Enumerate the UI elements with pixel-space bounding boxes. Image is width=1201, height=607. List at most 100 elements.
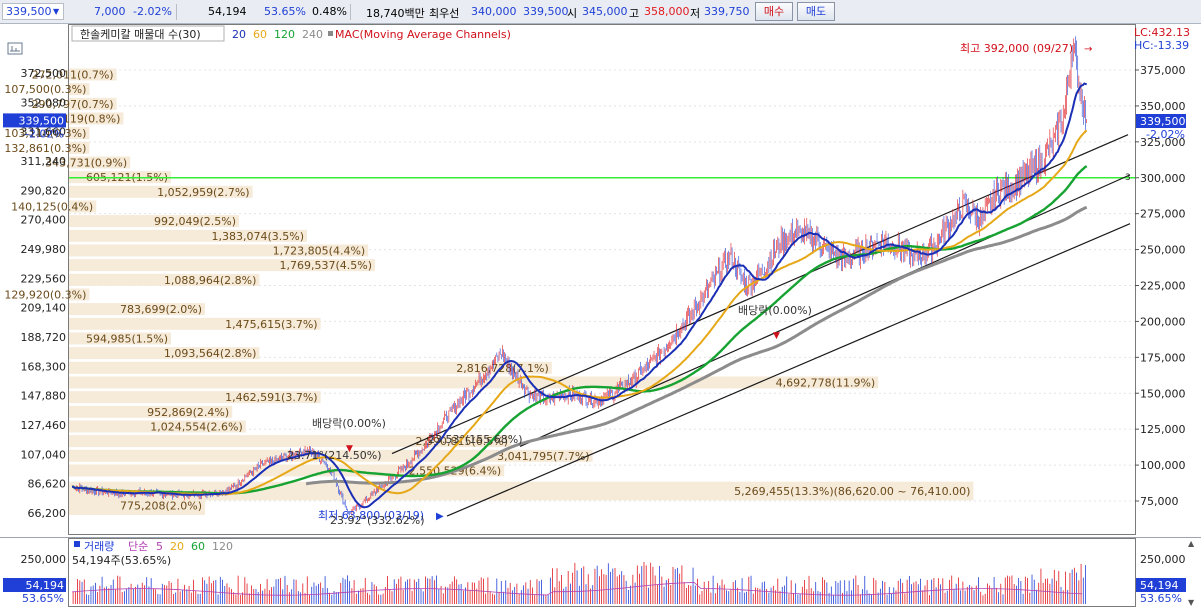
left-tick-label: 188,720 <box>21 331 67 344</box>
volume-profile-bar <box>69 481 974 501</box>
left-tick-label: 352,080 <box>21 96 67 109</box>
volume-ratio: 53.65% <box>264 5 306 18</box>
volume-color-swatch <box>74 541 80 547</box>
left-tick-label: 372,500 <box>21 67 67 80</box>
low-annotation: 최저 63,800 (03/19) <box>318 509 424 522</box>
left-tick-label: 331,660 <box>21 126 67 139</box>
ma-240-line <box>305 205 1088 486</box>
mac-legend: MAC(Moving Average Channels) <box>335 28 511 41</box>
volume-panel: 거래량 단순 5 20 60 120 54,194주(53.65%) 250,000 54,19… <box>0 537 1201 607</box>
volume-readout: 54,194주(53.65%) <box>72 554 171 567</box>
low-label: 저 <box>690 7 701 20</box>
turnover-ratio: 0.48% <box>312 5 347 18</box>
volume-profile-bar <box>69 215 239 228</box>
best-label: 최우선 <box>429 7 460 20</box>
current-price-marker <box>3 113 66 128</box>
volume-profile: 272,011(0.7%)107,500(0.3%)290,797(0.7%)3… <box>4 68 974 515</box>
volume-profile-label: 952,869(2.4%) <box>147 406 229 419</box>
right-tick-label: 250,000 <box>1140 244 1186 257</box>
support-line: 3 <box>69 173 1135 183</box>
volume-profile-label: 3,041,795(7.7%) <box>497 450 590 463</box>
volume-profile-bar <box>69 391 321 404</box>
volume-profile-label: 5,269,455(13.3%)(86,620.00 ~ 76,410.00) <box>734 485 970 498</box>
right-tick-label: 175,000 <box>1140 351 1186 364</box>
price-change: 7,000 <box>94 5 126 18</box>
left-axis: 372,500 352,080 331,660 311,240 290,820 270,4… <box>3 67 66 520</box>
right-tick-label: 375,000 <box>1140 64 1186 77</box>
left-tick-label: 290,820 <box>21 184 67 197</box>
volume-profile-bar <box>69 185 253 198</box>
channel-line <box>519 174 1131 447</box>
volume-profile-bar <box>69 405 233 418</box>
divider <box>176 4 177 20</box>
right-tick-label: 225,000 <box>1140 280 1186 293</box>
volume-profile-label: 129,920(0.3%) <box>4 288 86 301</box>
volume-bars <box>72 562 1086 604</box>
chart-settings-icon[interactable] <box>7 42 23 55</box>
volume-profile-label: 1,723,805(4.4%) <box>273 244 366 257</box>
open-label: 시 <box>567 7 578 20</box>
current-change-label: -2.02% <box>25 127 64 140</box>
right-tick-label: 350,000 <box>1140 100 1186 113</box>
left-tick-label: 127,460 <box>21 419 67 432</box>
angle-annotation: 23.71°(214.50%) <box>287 449 382 462</box>
volume-profile-label: 1,462,591(3.7%) <box>225 391 318 404</box>
volume-profile-label: 1,769,537(4.5%) <box>279 259 372 272</box>
volume-ma-legend-60: 60 <box>191 540 205 553</box>
volume-profile-label: 1,475,615(3.7%) <box>225 318 318 331</box>
quote-header: 339,500 ▼ 7,000 -2.02% 54,194 53.65% 0.4… <box>0 0 1201 24</box>
volume-profile-label: 2,590,815(6.5%) <box>415 435 508 448</box>
left-tick-label: 229,560 <box>21 272 67 285</box>
lc-label: LC:432.13 <box>1134 26 1190 39</box>
volume-profile-bar <box>69 376 879 389</box>
volume-left-ratio: 53.65% <box>22 592 64 605</box>
volume-profile-bar <box>69 97 117 110</box>
volume-profile-bar <box>69 141 90 154</box>
left-tick-label: 249,980 <box>21 243 67 256</box>
legend: 한솔케미칼 매물대 수(30) 20 60 120 240 MAC(Moving Aver… <box>71 25 511 42</box>
left-tick-label: 66,200 <box>28 507 67 520</box>
volume-profile-label: 2,816,728(7.1%) <box>456 362 549 375</box>
indicator-title: 한솔케미칼 매물대 수(30) <box>80 28 201 41</box>
volume-labels: 거래량 단순 5 20 60 120 54,194주(53.65%) 250,000 54,19… <box>3 539 1195 607</box>
ma-20-line <box>71 82 1088 509</box>
volume-profile-label: 140,125(0.4%) <box>11 200 93 213</box>
ma-legend-240: 240 <box>302 28 323 41</box>
volume-profile-label: 107,500(0.3%) <box>4 83 86 96</box>
high-label: 고 <box>629 7 640 20</box>
volume-profile-label: 103,110(0.3%) <box>4 127 86 140</box>
volume-profile-bar <box>69 156 131 169</box>
volume-profile-bar <box>69 435 511 448</box>
mac-legend-swatch <box>328 31 333 36</box>
sell-button[interactable]: 매도 <box>797 2 835 21</box>
best-bid: 339,500 <box>523 5 569 18</box>
left-tick-label: 107,040 <box>21 448 67 461</box>
volume-profile-bar <box>69 68 117 81</box>
volume-profile-label: 4,692,778(11.9%) <box>776 376 876 389</box>
high-arrow-icon: → <box>1084 44 1092 55</box>
current-price-marker <box>1136 114 1186 129</box>
angle-annotation: 23.92°(332.62%) <box>330 514 425 527</box>
buy-button[interactable]: 매수 <box>755 2 793 21</box>
plot-frame <box>68 24 1136 535</box>
volume-profile-label: 272,011(0.7%) <box>32 68 114 81</box>
low-price: 339,750 <box>704 5 750 18</box>
volume-profile-label: 343,731(0.9%) <box>45 156 127 169</box>
volume-profile-bar <box>69 288 90 301</box>
open-price: 345,000 <box>582 5 628 18</box>
volume-profile-label: 1,383,074(3.5%) <box>211 230 304 243</box>
hc-label: HC:-13.39 <box>1134 39 1189 52</box>
ma-60-line <box>71 129 1088 496</box>
right-tick-label: 150,000 <box>1140 387 1186 400</box>
price-chart[interactable]: 272,011(0.7%)107,500(0.3%)290,797(0.7%)3… <box>0 24 1201 536</box>
volume-ma-legend-5: 5 <box>156 540 163 553</box>
scroll-down-icon: ▼ <box>1188 598 1195 607</box>
right-tick-label: 100,000 <box>1140 459 1186 472</box>
support-line-label: 3 <box>1125 173 1131 183</box>
volume-profile-label: 1,024,554(2.6%) <box>150 420 243 433</box>
volume-chart[interactable]: 거래량 단순 5 20 60 120 54,194주(53.65%) 250,000 54,19… <box>0 538 1201 607</box>
current-price: 339,500 <box>6 5 52 18</box>
volume-profile-bar <box>69 127 90 140</box>
dividend-annotation: 배당락(0.00%) <box>738 304 812 317</box>
volume-profile-bar <box>69 347 260 360</box>
